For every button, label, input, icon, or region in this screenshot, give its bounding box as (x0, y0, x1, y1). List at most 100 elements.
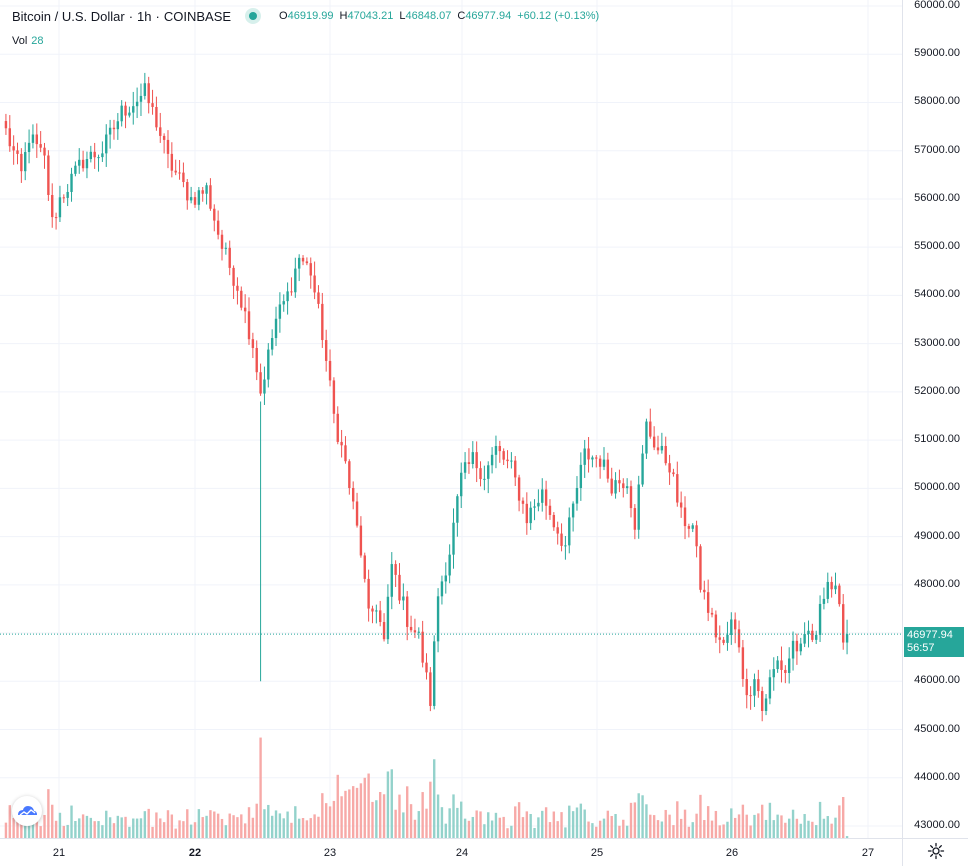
volume-bar (120, 817, 123, 838)
candle-body (463, 462, 467, 473)
volume-bar (548, 822, 552, 838)
volume-bar (355, 787, 359, 838)
volume-bar (556, 821, 559, 838)
volume-bar (12, 818, 15, 838)
volume-bar (610, 815, 613, 838)
candle-body (135, 101, 139, 107)
candle-body (490, 454, 494, 466)
candle-body (309, 263, 312, 276)
candle-body (81, 159, 85, 169)
volume-bar (406, 786, 409, 838)
volume-bar (348, 789, 351, 838)
candle-body (220, 234, 224, 249)
candle-body (487, 465, 490, 479)
volume-value: 28 (31, 35, 44, 47)
candle-body (591, 457, 594, 460)
price-tick-label: 46000.00 (914, 674, 960, 687)
volume-bar (764, 819, 768, 838)
candle-body (598, 458, 602, 467)
price-candles (4, 72, 849, 722)
volume-bar (834, 817, 837, 838)
volume-bar (209, 810, 212, 838)
candle-body (255, 347, 258, 373)
volume-bar (402, 812, 405, 838)
volume-bar (618, 825, 621, 838)
price-tick-label: 54000.00 (914, 288, 960, 301)
candle-body (290, 291, 293, 293)
candle-body (440, 581, 444, 597)
volume-bar (803, 814, 806, 838)
market-status-icon[interactable] (245, 8, 262, 24)
volume-bar (97, 821, 100, 838)
volume-bar (479, 811, 482, 838)
gear-icon[interactable] (927, 842, 945, 860)
volume-bar (394, 809, 397, 838)
volume-bar (784, 822, 787, 838)
volume-bar (444, 823, 447, 838)
volume-bar (54, 820, 58, 838)
volume-bar (386, 771, 390, 838)
candle-body (811, 630, 814, 640)
candle-body (58, 197, 62, 218)
volume-bar (186, 809, 189, 838)
candle-body (197, 190, 201, 205)
candle-body (842, 604, 845, 643)
volume-bar (263, 809, 266, 838)
candle-body (718, 637, 721, 640)
candle-body (652, 436, 656, 448)
price-tick-label: 52000.00 (914, 384, 960, 397)
candle-body (406, 596, 409, 627)
candle-body (614, 480, 617, 494)
candle-body (444, 575, 447, 582)
candle-body (795, 640, 799, 652)
candle-body (43, 147, 46, 156)
candle-body (668, 463, 671, 473)
volume-bar (4, 822, 8, 838)
candle-body (548, 505, 552, 515)
volume-bar (328, 806, 332, 838)
candle-body (263, 379, 266, 394)
candle-body (155, 106, 158, 128)
time-tick-label: 24 (455, 847, 469, 859)
last-price-value: 46977.94 (907, 629, 953, 642)
candle-body (89, 151, 93, 160)
candle-body (174, 170, 177, 173)
candle-body (274, 318, 278, 339)
volume-bar (579, 803, 583, 838)
candle-body (151, 103, 154, 107)
candle-body (764, 698, 768, 711)
candle-body (517, 477, 521, 501)
price-tick-label: 51000.00 (914, 433, 960, 446)
candle-body (112, 127, 116, 130)
volume-label: Vol (12, 35, 28, 47)
candle-body (633, 508, 637, 530)
volume-bar (58, 812, 62, 838)
candle-body (533, 506, 536, 508)
candle-body (213, 208, 216, 221)
volume-bar (201, 817, 204, 838)
candle-body (124, 105, 127, 116)
interval-label[interactable]: 1h (137, 8, 152, 24)
candle-body (456, 496, 459, 523)
symbol-legend: Bitcoin / U.S. Dollar · 1h · COINBASE O4… (12, 8, 599, 24)
volume-bar (514, 806, 517, 838)
volume-bar (737, 814, 741, 838)
volume-bar (174, 828, 177, 838)
tradingview-logo-icon[interactable] (12, 796, 42, 826)
candle-body (355, 501, 359, 526)
volume-bar (629, 802, 633, 838)
candle-body (602, 459, 606, 467)
volume-bar (483, 824, 486, 838)
volume-bar (43, 814, 46, 838)
candle-body (379, 610, 382, 623)
ohlc-values: O46919.99 H47043.21 L46848.07 C46977.94 … (279, 10, 599, 22)
candle-body (664, 445, 667, 464)
candle-body (618, 480, 621, 484)
candle-body (556, 527, 559, 534)
candle-body (834, 585, 837, 590)
symbol-name[interactable]: Bitcoin / U.S. Dollar (12, 8, 125, 24)
volume-bar (502, 816, 505, 838)
volume-bar (170, 814, 174, 838)
candle-body (247, 311, 251, 340)
